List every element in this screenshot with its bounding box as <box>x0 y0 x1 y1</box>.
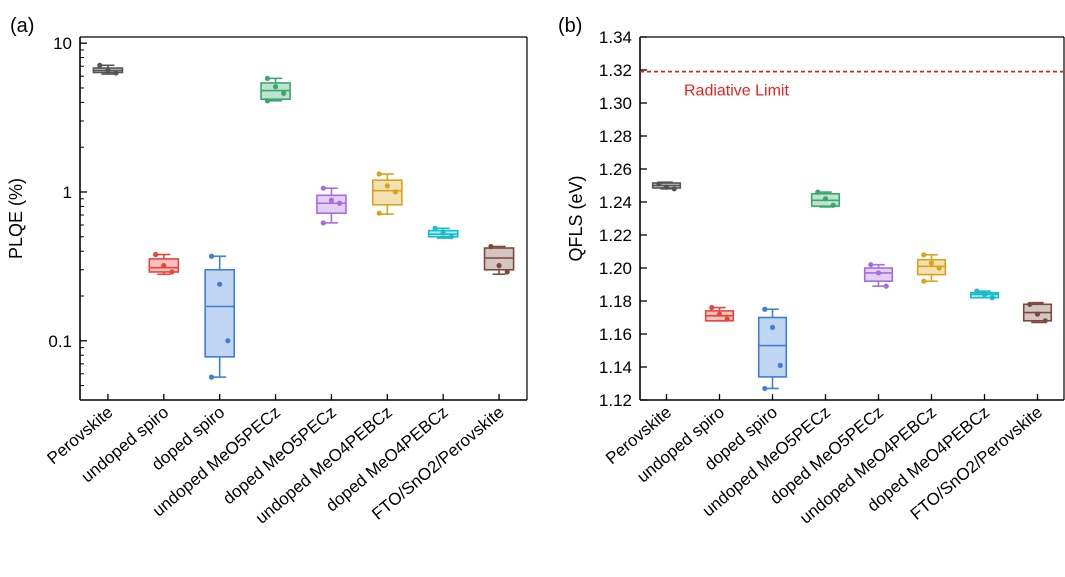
data-point <box>883 283 889 289</box>
y-axis-title: PLQE (%) <box>6 178 26 259</box>
data-point <box>225 338 231 344</box>
box-3 <box>260 75 291 104</box>
box-7 <box>1022 301 1053 324</box>
data-point <box>264 98 271 104</box>
box-4 <box>863 262 894 289</box>
data-point <box>208 253 215 259</box>
y-tick-label: 1.28 <box>599 127 632 146</box>
y-tick-label: 1.32 <box>599 61 632 80</box>
data-point <box>671 186 677 192</box>
y-tick-label: 10 <box>53 34 72 53</box>
data-point <box>777 362 783 368</box>
data-point <box>161 263 167 269</box>
data-point <box>97 62 103 68</box>
data-point <box>384 183 390 189</box>
data-point <box>504 269 510 275</box>
y-tick-label: 1.14 <box>599 358 632 377</box>
y-tick-label: 1.16 <box>599 325 632 344</box>
panel-label: (a) <box>10 15 34 37</box>
data-point <box>264 75 271 81</box>
y-tick-label: 1.24 <box>599 193 632 212</box>
data-point <box>656 181 662 187</box>
box-6 <box>427 225 459 240</box>
data-point <box>762 385 768 392</box>
data-point <box>936 265 942 271</box>
data-point <box>440 230 446 236</box>
data-point <box>496 263 502 269</box>
data-point <box>974 288 980 294</box>
data-point <box>989 295 995 301</box>
data-point <box>815 189 821 195</box>
y-tick-label: 1.12 <box>599 391 632 410</box>
box-1 <box>704 305 735 322</box>
data-point <box>432 225 438 231</box>
data-point <box>709 305 715 311</box>
data-point <box>153 251 159 258</box>
data-point <box>448 234 454 240</box>
y-tick-label: 0.1 <box>48 332 72 351</box>
data-point <box>822 196 829 202</box>
data-point <box>928 260 935 266</box>
data-point <box>981 291 988 297</box>
data-point <box>724 316 730 322</box>
box-3 <box>810 189 841 208</box>
box-0 <box>651 181 682 192</box>
box-7 <box>483 243 515 276</box>
data-point <box>272 84 279 90</box>
data-point <box>113 70 119 76</box>
y-axis-title: QFLS (eV) <box>566 175 586 261</box>
data-point <box>169 269 175 275</box>
data-point <box>762 306 768 312</box>
data-point <box>921 278 927 284</box>
box-2 <box>204 253 236 380</box>
data-point <box>1034 311 1041 317</box>
data-point <box>105 67 111 73</box>
y-tick-label: 1 <box>63 183 72 202</box>
data-point <box>830 202 836 208</box>
box-5 <box>916 252 947 284</box>
radiative-limit-label: Radiative Limit <box>684 83 789 100</box>
data-point <box>875 270 882 276</box>
y-tick-label: 1.22 <box>599 226 632 245</box>
box-6 <box>969 288 1000 301</box>
y-tick-label: 1.30 <box>599 94 632 113</box>
data-point <box>376 171 382 177</box>
box-iqr <box>916 258 947 276</box>
data-point <box>320 220 326 226</box>
box-iqr <box>316 194 347 215</box>
box-5 <box>371 171 403 216</box>
data-point <box>208 374 215 380</box>
y-tick-label: 1.26 <box>599 160 632 179</box>
box-4 <box>316 185 347 226</box>
data-point <box>328 197 335 203</box>
box-2 <box>757 306 788 392</box>
data-point <box>320 185 326 191</box>
box-0 <box>92 62 124 76</box>
data-point <box>392 189 399 195</box>
data-point <box>336 200 343 206</box>
data-point <box>1027 301 1033 307</box>
y-tick-label: 1.18 <box>599 292 632 311</box>
panel-label: (b) <box>558 15 582 37</box>
y-tick-label: 1.20 <box>599 259 632 278</box>
data-point <box>769 324 776 330</box>
data-point <box>488 243 494 250</box>
data-point <box>868 262 874 268</box>
data-point <box>281 90 287 96</box>
data-point <box>663 184 670 190</box>
data-point <box>921 252 927 258</box>
box-1 <box>148 251 180 276</box>
box-iqr <box>483 247 515 271</box>
data-point <box>1042 318 1048 324</box>
data-point <box>376 210 382 216</box>
panel-b: (b) 1.12 1.14 1.16 1.18 1.20 1.22 1.24 1.26 1.28 1… <box>558 15 1065 528</box>
data-point <box>716 311 723 317</box>
y-tick-label: 1.34 <box>599 28 632 47</box>
data-point <box>217 281 223 287</box>
